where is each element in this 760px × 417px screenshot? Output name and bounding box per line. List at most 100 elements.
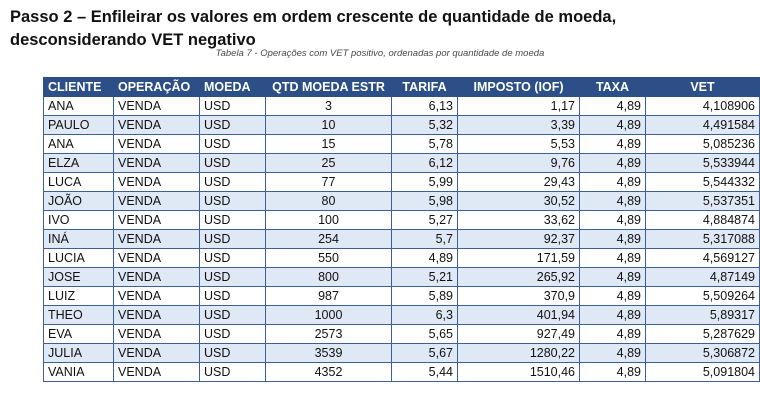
table-row: LUCIA VENDA USD 550 4,89 171,59 4,89 4,569127: [43, 248, 760, 268]
cell-vet: 4,569127: [645, 248, 760, 268]
cell-moeda: USD: [199, 172, 266, 192]
table-header-row: CLIENTE OPERAÇÃO MOEDA QTD MOEDA ESTR TA…: [43, 77, 760, 97]
cell-taxa: 4,89: [579, 362, 646, 382]
cell-moeda: USD: [199, 286, 266, 306]
cell-tarifa: 5,99: [391, 172, 458, 192]
cell-tarifa: 6,3: [391, 305, 458, 325]
cell-qtd-moeda: 254: [265, 229, 392, 249]
table-body: ANA VENDA USD 3 6,13 1,17 4,89 4,108906 PAULO VEN…: [43, 96, 760, 382]
table-row: EVA VENDA USD 2573 5,65 927,49 4,89 5,287629: [43, 324, 760, 344]
cell-imposto: 30,52: [457, 191, 580, 211]
cell-operacao: VENDA: [113, 305, 200, 325]
cell-taxa: 4,89: [579, 286, 646, 306]
cell-tarifa: 6,13: [391, 96, 458, 116]
cell-vet: 5,085236: [645, 134, 760, 154]
cell-moeda: USD: [199, 362, 266, 382]
column-header-qtd-moeda: QTD MOEDA ESTR: [265, 77, 392, 97]
cell-imposto: 3,39: [457, 115, 580, 135]
table-row: JOSE VENDA USD 800 5,21 265,92 4,89 4,87149: [43, 267, 760, 287]
cell-moeda: USD: [199, 96, 266, 116]
cell-qtd-moeda: 800: [265, 267, 392, 287]
cell-operacao: VENDA: [113, 96, 200, 116]
cell-taxa: 4,89: [579, 134, 646, 154]
cell-cliente: ANA: [43, 96, 114, 116]
cell-vet: 4,884874: [645, 210, 760, 230]
column-header-moeda: MOEDA: [199, 77, 266, 97]
cell-imposto: 33,62: [457, 210, 580, 230]
cell-operacao: VENDA: [113, 134, 200, 154]
cell-imposto: 401,94: [457, 305, 580, 325]
cell-cliente: IVO: [43, 210, 114, 230]
cell-moeda: USD: [199, 324, 266, 344]
cell-qtd-moeda: 2573: [265, 324, 392, 344]
cell-imposto: 171,59: [457, 248, 580, 268]
heading-line-1: Passo 2 – Enfileirar os valores em ordem…: [10, 8, 617, 26]
cell-tarifa: 5,32: [391, 115, 458, 135]
cell-taxa: 4,89: [579, 267, 646, 287]
cell-operacao: VENDA: [113, 153, 200, 173]
cell-cliente: JOSE: [43, 267, 114, 287]
cell-taxa: 4,89: [579, 191, 646, 211]
cell-tarifa: 5,89: [391, 286, 458, 306]
cell-qtd-moeda: 25: [265, 153, 392, 173]
cell-operacao: VENDA: [113, 191, 200, 211]
cell-cliente: JULIA: [43, 343, 114, 363]
cell-qtd-moeda: 3539: [265, 343, 392, 363]
cell-imposto: 370,9: [457, 286, 580, 306]
cell-taxa: 4,89: [579, 172, 646, 192]
column-header-vet: VET: [645, 77, 760, 97]
cell-cliente: VANIA: [43, 362, 114, 382]
cell-imposto: 29,43: [457, 172, 580, 192]
cell-imposto: 5,53: [457, 134, 580, 154]
cell-operacao: VENDA: [113, 324, 200, 344]
cell-vet: 5,509264: [645, 286, 760, 306]
table-row: ELZA VENDA USD 25 6,12 9,76 4,89 5,533944: [43, 153, 760, 173]
table-row: INÁ VENDA USD 254 5,7 92,37 4,89 5,317088: [43, 229, 760, 249]
cell-vet: 5,317088: [645, 229, 760, 249]
cell-imposto: 9,76: [457, 153, 580, 173]
cell-qtd-moeda: 10: [265, 115, 392, 135]
cell-moeda: USD: [199, 229, 266, 249]
table-row: JOÃO VENDA USD 80 5,98 30,52 4,89 5,537351: [43, 191, 760, 211]
cell-cliente: LUCIA: [43, 248, 114, 268]
cell-operacao: VENDA: [113, 172, 200, 192]
cell-taxa: 4,89: [579, 248, 646, 268]
cell-tarifa: 6,12: [391, 153, 458, 173]
cell-moeda: USD: [199, 267, 266, 287]
cell-qtd-moeda: 987: [265, 286, 392, 306]
cell-tarifa: 5,78: [391, 134, 458, 154]
cell-moeda: USD: [199, 153, 266, 173]
cell-operacao: VENDA: [113, 229, 200, 249]
cell-moeda: USD: [199, 248, 266, 268]
cell-operacao: VENDA: [113, 267, 200, 287]
cell-qtd-moeda: 3: [265, 96, 392, 116]
cell-operacao: VENDA: [113, 210, 200, 230]
table-row: JULIA VENDA USD 3539 5,67 1280,22 4,89 5,306872: [43, 343, 760, 363]
cell-tarifa: 5,67: [391, 343, 458, 363]
cell-tarifa: 5,27: [391, 210, 458, 230]
cell-operacao: VENDA: [113, 115, 200, 135]
heading-line-2: desconsiderando VET negativo: [10, 31, 256, 49]
cell-moeda: USD: [199, 115, 266, 135]
section-heading: Passo 2 – Enfileirar os valores em ordem…: [10, 6, 750, 52]
cell-imposto: 265,92: [457, 267, 580, 287]
cell-tarifa: 5,7: [391, 229, 458, 249]
cell-imposto: 927,49: [457, 324, 580, 344]
column-header-tarifa: TARIFA: [391, 77, 458, 97]
table-row: ANA VENDA USD 3 6,13 1,17 4,89 4,108906: [43, 96, 760, 116]
column-header-cliente: CLIENTE: [43, 77, 114, 97]
cell-vet: 4,87149: [645, 267, 760, 287]
cell-moeda: USD: [199, 343, 266, 363]
cell-taxa: 4,89: [579, 343, 646, 363]
cell-qtd-moeda: 4352: [265, 362, 392, 382]
column-header-imposto: IMPOSTO (IOF): [457, 77, 580, 97]
cell-vet: 5,544332: [645, 172, 760, 192]
table-row: LUIZ VENDA USD 987 5,89 370,9 4,89 5,509264: [43, 286, 760, 306]
cell-taxa: 4,89: [579, 229, 646, 249]
cell-qtd-moeda: 550: [265, 248, 392, 268]
operations-table: CLIENTE OPERAÇÃO MOEDA QTD MOEDA ESTR TA…: [43, 77, 760, 382]
cell-tarifa: 4,89: [391, 248, 458, 268]
table-row: IVO VENDA USD 100 5,27 33,62 4,89 4,884874: [43, 210, 760, 230]
cell-vet: 5,89317: [645, 305, 760, 325]
cell-moeda: USD: [199, 305, 266, 325]
